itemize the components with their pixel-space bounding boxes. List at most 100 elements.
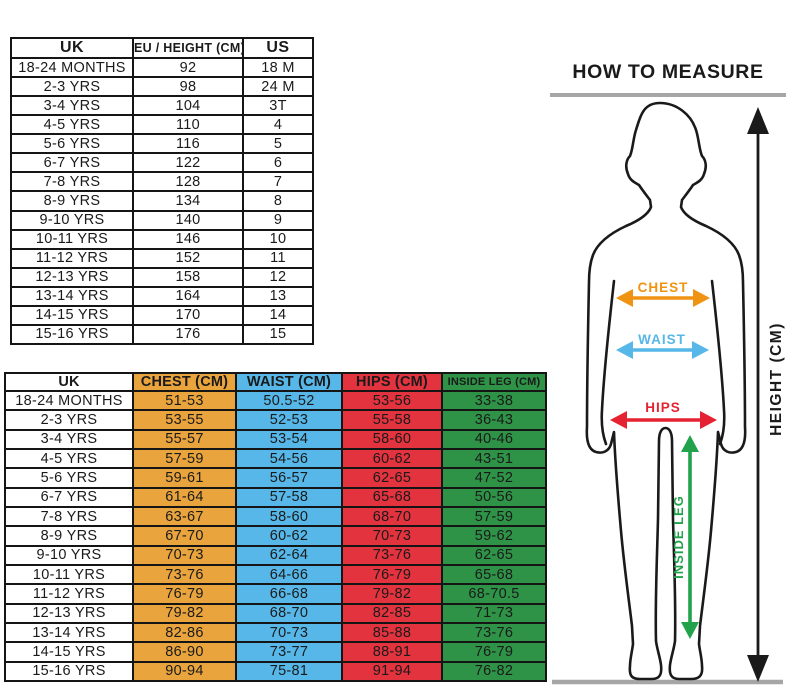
measure-table-cell: 76-79 [132,583,237,605]
measure-table-cell: 53-56 [341,389,443,412]
size-table-cell: 5-6 YRS [10,133,134,155]
size-table-row: 4-5 YRS 110 4 [10,114,314,136]
measure-table-cell: 66-68 [235,583,343,605]
inside-leg-label: INSIDE LEG [671,495,686,579]
measure-table-cell: 53-55 [132,409,237,431]
measure-table-row: 10-11 YRS 73-76 64-66 76-79 65-68 [4,563,547,586]
measure-table-cell: 79-82 [341,583,443,605]
how-to-measure-figure: CHEST WAIST HIPS INSIDE LEG [552,101,785,685]
measure-table-cell: 62-64 [235,544,343,566]
measure-table-header-row: UK CHEST (CM) WAIST (CM) HIPS (CM) INSIDE LE… [4,372,547,392]
size-table-cell: 8-9 YRS [10,190,134,212]
measure-table-row: 18-24 MONTHS 51-53 50.5-52 53-56 33-38 [4,389,547,412]
size-table-cell: 15-16 YRS [10,323,134,346]
size-table-cell: 11-12 YRS [10,247,134,269]
measure-table-cell: 58-60 [341,428,443,451]
size-table-row: 2-3 YRS 98 24 M [10,76,314,98]
measure-table-cell: 61-64 [132,486,237,508]
measure-table-row: 6-7 YRS 61-64 57-58 65-68 50-56 [4,486,547,508]
measure-table-row: 11-12 YRS 76-79 66-68 79-82 68-70.5 [4,583,547,605]
size-table-row: 5-6 YRS 116 5 [10,133,314,155]
measure-table-cell: 73-77 [235,641,343,663]
measure-table-row: 3-4 YRS 55-57 53-54 58-60 40-46 [4,428,547,451]
height-arrow: HEIGHT (CM) [747,107,785,682]
measure-table-cell: 70-73 [132,544,237,566]
measure-table-cell: 79-82 [132,602,237,624]
measure-table-cell: 59-62 [441,525,547,547]
measure-table-cell: 2-3 YRS [4,409,134,431]
measure-table-cell: 50.5-52 [235,389,343,412]
measure-table-cell: 67-70 [132,525,237,547]
inside-leg-arrow: INSIDE LEG [671,435,699,639]
size-table-row: 7-8 YRS 128 7 [10,171,314,193]
size-table-row: 12-13 YRS 158 12 [10,266,314,288]
measure-table-header: INSIDE LEG (CM) [441,372,547,392]
measure-table-cell: 65-68 [441,563,547,586]
size-table-cell: 170 [132,304,244,326]
measure-table-cell: 3-4 YRS [4,428,134,451]
measure-table-cell: 57-59 [441,505,547,528]
measure-table-cell: 58-60 [235,505,343,528]
size-table-cell: 128 [132,171,244,193]
size-table-cell: 110 [132,114,244,136]
measure-table-cell: 54-56 [235,447,343,470]
measure-table-cell: 50-56 [441,486,547,508]
measure-table-cell: 12-13 YRS [4,602,134,624]
measure-table-row: 13-14 YRS 82-86 70-73 85-88 73-76 [4,621,547,644]
size-table-cell: 2-3 YRS [10,76,134,98]
size-table-cell: 152 [132,247,244,269]
measure-table-row: 15-16 YRS 90-94 75-81 91-94 76-82 [4,660,547,683]
measure-table-cell: 14-15 YRS [4,641,134,663]
measure-table-cell: 43-51 [441,447,547,470]
size-table-cell: 3-4 YRS [10,95,134,117]
measure-table-cell: 82-86 [132,621,237,644]
size-table-cell: 8 [242,190,314,212]
measure-table-header: UK [4,372,134,392]
measure-table-cell: 73-76 [132,563,237,586]
size-table-cell: 12 [242,266,314,288]
size-table-cell: 134 [132,190,244,212]
measure-table-cell: 68-70.5 [441,583,547,605]
size-table-row: 14-15 YRS 170 14 [10,304,314,326]
measure-table-cell: 56-57 [235,467,343,489]
measure-table-header: WAIST (CM) [235,372,343,392]
size-table-cell: 12-13 YRS [10,266,134,288]
measure-table-cell: 57-58 [235,486,343,508]
size-table-cell: 158 [132,266,244,288]
size-table-row: 6-7 YRS 122 6 [10,152,314,174]
size-table-cell: 24 M [242,76,314,98]
how-to-measure-title: HOW TO MEASURE [550,61,786,97]
size-table-cell: 9-10 YRS [10,209,134,231]
measure-table-cell: 68-70 [235,602,343,624]
size-table-row: 15-16 YRS 176 15 [10,323,314,346]
size-table-cell: 18 M [242,56,314,79]
measure-table-cell: 15-16 YRS [4,660,134,683]
size-table-header: EU / HEIGHT (CM) [132,37,244,59]
size-table-cell: 5 [242,133,314,155]
measure-table-cell: 59-61 [132,467,237,489]
measure-table-cell: 71-73 [441,602,547,624]
measure-table-cell: 55-57 [132,428,237,451]
measure-table-cell: 68-70 [341,505,443,528]
hips-arrow: HIPS [610,400,717,429]
measure-table-header: HIPS (CM) [341,372,443,392]
size-table-cell: 92 [132,56,244,79]
hips-label: HIPS [645,400,681,415]
inner-arm-line-right [710,279,726,446]
measure-table-row: 14-15 YRS 86-90 73-77 88-91 76-79 [4,641,547,663]
size-table-cell: 122 [132,152,244,174]
chest-arrow: CHEST [616,280,710,307]
measure-table-cell: 6-7 YRS [4,486,134,508]
measure-table-cell: 90-94 [132,660,237,683]
measure-table-cell: 73-76 [341,544,443,566]
measure-table-cell: 62-65 [441,544,547,566]
measure-table-cell: 18-24 MONTHS [4,389,134,412]
measure-table-cell: 47-52 [441,467,547,489]
waist-arrow: WAIST [616,332,709,359]
measure-table-cell: 36-43 [441,409,547,431]
measure-table-cell: 8-9 YRS [4,525,134,547]
size-table-row: 18-24 MONTHS 92 18 M [10,56,314,79]
measure-table-cell: 57-59 [132,447,237,470]
measure-table-cell: 63-67 [132,505,237,528]
